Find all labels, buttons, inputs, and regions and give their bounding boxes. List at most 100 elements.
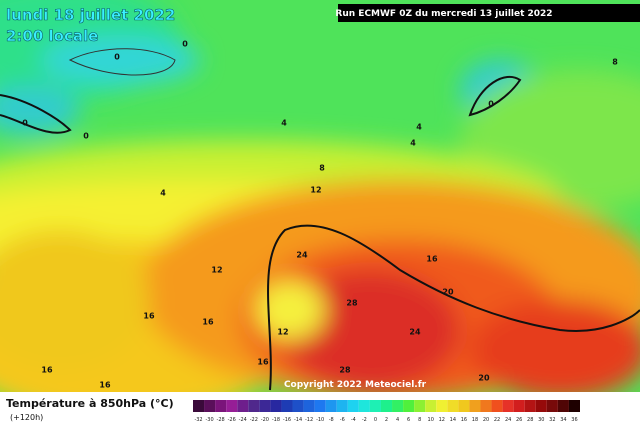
scale-swatch [403,400,415,412]
scale-swatch [502,400,514,412]
scale-swatch [469,400,481,412]
scale-swatch [480,400,492,412]
scale-swatch [458,400,470,412]
run: Run ECMWF 0Z du mercredi 13 juillet 2022 [335,9,552,19]
scale-swatch [237,400,249,412]
scale-swatch [259,400,271,412]
scale-label: -30 [205,417,213,423]
scale-swatch [524,400,536,412]
scale-label: -32 [194,417,202,423]
scale-swatch [204,400,216,412]
scale-swatch [248,400,260,412]
contour-label: 24 [296,251,308,260]
scale-label: 2 [385,417,388,423]
scale-swatch [325,400,337,412]
scale-label: 26 [516,417,522,423]
scale-swatch [436,400,448,412]
scale-label: -4 [351,417,356,423]
contour-label: 16 [143,312,155,321]
contour-label: 4 [160,189,166,198]
scale-swatch [347,400,359,412]
scale-label: 24 [505,417,511,423]
run-box [338,4,640,22]
scale-label: 34 [560,417,566,423]
scale-swatch [546,400,558,412]
scale-swatch [392,400,404,412]
scale-label: -8 [329,417,334,423]
copyright: Copyright 2022 Meteociel.fr [284,380,427,390]
contour-label: 0 [114,53,120,62]
contour-label: 28 [339,366,351,375]
scale-label: 0 [374,417,377,423]
contour-label: 24 [409,328,421,337]
scale-swatch [447,400,459,412]
scale-label: -28 [217,417,225,423]
contour-label: 16 [257,358,269,367]
scale-label: -12 [305,417,313,423]
scale-swatch [303,400,315,412]
scale-label: 10 [428,417,434,423]
contour-label: 20 [442,288,454,297]
color-scale: -32 -30 -28 -26 -24 -2 2 -20 -18 -16 -14 -12 -10 -8 -6… [193,400,580,423]
scale-swatch [568,400,580,412]
contour-label: 16 [99,381,111,390]
contour-label: 0 [83,132,89,141]
scale-label: -16 [283,417,291,423]
scale-label: 28 [527,417,533,423]
scale-swatch [491,400,503,412]
contour-label: 12 [277,328,288,337]
scale-label: 14 [450,417,456,423]
scale-label: -18 [272,417,280,423]
contour-label: 8 [612,58,618,67]
scale-label: 12 [439,417,445,423]
date: lundi 18 juillet 2022 [6,6,175,24]
scale-swatch [226,400,238,412]
scale-label: 32 [549,417,555,423]
scale-label: 22 [494,417,500,423]
legend-title: Température à 850hPa (°C) [6,397,174,410]
scale-swatch [557,400,569,412]
scale-swatch [270,400,282,412]
time: 2:00 locale [6,27,98,45]
scale-swatch [513,400,525,412]
scale-label: -6 [340,417,345,423]
contour-label: 20 [478,374,490,383]
scale-label: 4 [396,417,399,423]
contour-label: 16 [41,366,53,375]
contour-label: 12 [211,266,222,275]
contour-label: 16 [426,255,438,264]
scale-swatch [425,400,437,412]
scale-swatch [215,400,227,412]
scale-swatch [281,400,293,412]
scale-swatch [358,400,370,412]
scale-swatch [292,400,304,412]
scale-label: 16 [461,417,467,423]
lead-time: (+120h) [10,413,43,422]
scale-label: -26 [228,417,236,423]
scale-label: -24 [239,417,247,423]
contour-label: 16 [202,318,214,327]
contour-label: 28 [346,299,358,308]
contour-label: 0 [22,119,28,128]
scale-swatch [336,400,348,412]
scale-swatch [314,400,326,412]
scale-label: 6 [407,417,410,423]
scale-label: 30 [538,417,544,423]
scale-label: -2 [362,417,367,423]
contour-label: 0 [488,100,494,109]
contour-label: 4 [410,139,416,148]
scale-swatch [535,400,547,412]
scale-label: -14 [294,417,302,423]
scale-label: 8 [418,417,421,423]
scale-swatch [369,400,381,412]
scale-label: -10 [316,417,324,423]
contour-label: 4 [416,123,422,132]
contour-label: 0 [182,40,188,49]
contour-label: 8 [319,164,325,173]
contour-label: 4 [281,119,287,128]
scale-label: -20 [261,417,269,423]
contour-label: 12 [310,186,321,195]
